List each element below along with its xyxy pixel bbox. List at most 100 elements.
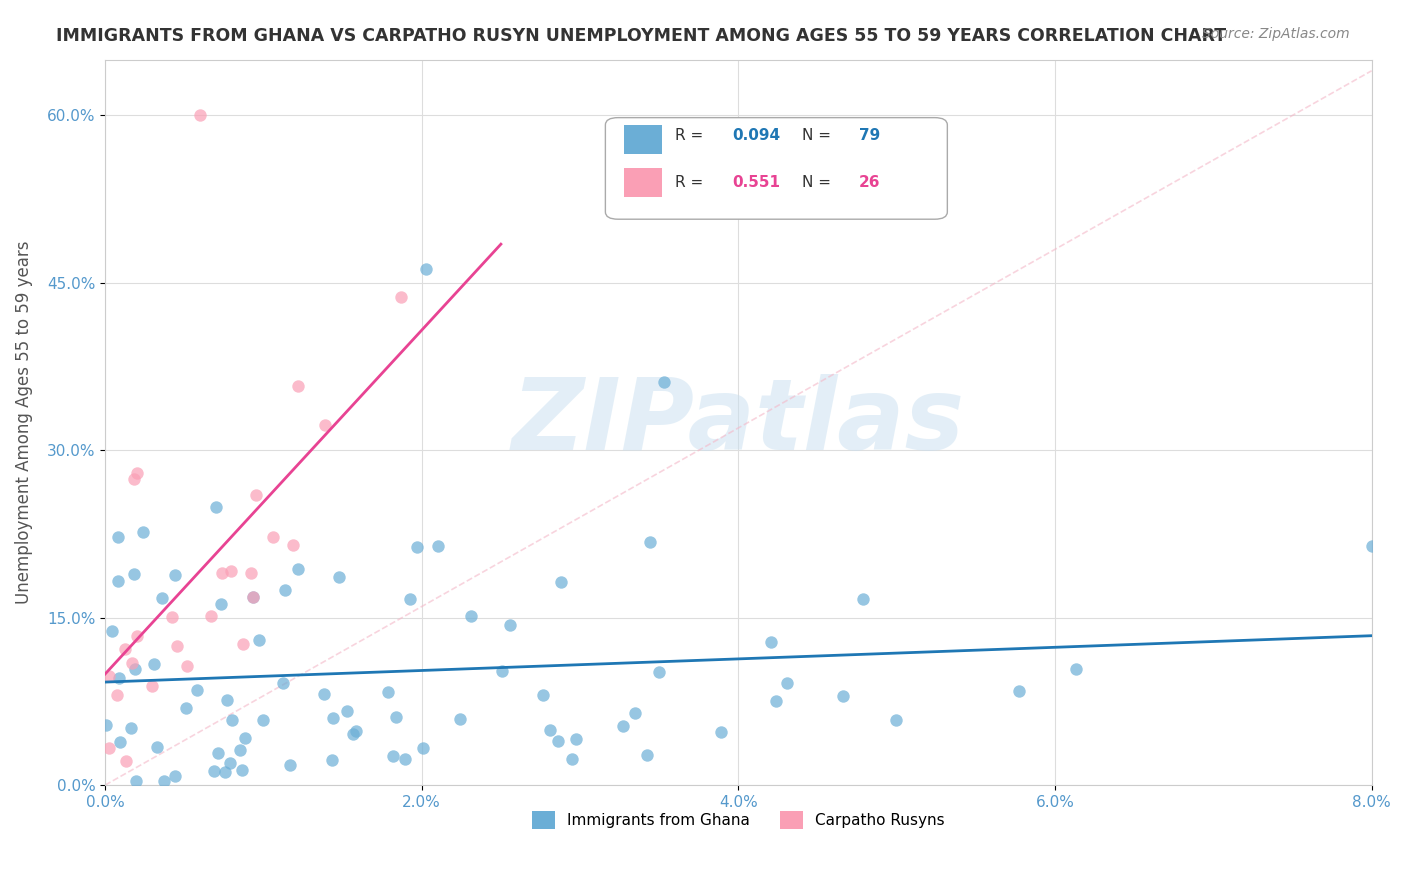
Point — [107, 574, 129, 588]
Point — [202, 764, 225, 778]
Point — [648, 665, 671, 679]
FancyBboxPatch shape — [624, 125, 662, 154]
Point — [97, 669, 120, 683]
Point — [110, 735, 132, 749]
Point — [426, 540, 449, 554]
Point — [271, 675, 294, 690]
Point — [232, 637, 254, 651]
Text: 79: 79 — [859, 128, 880, 144]
Point — [832, 689, 855, 703]
Point — [287, 378, 309, 392]
Point — [105, 688, 128, 702]
Point — [344, 724, 367, 739]
Point — [165, 769, 187, 783]
FancyBboxPatch shape — [624, 169, 662, 197]
Point — [219, 564, 242, 578]
Point — [132, 524, 155, 539]
Point — [100, 624, 122, 638]
Point — [215, 693, 238, 707]
Point — [96, 718, 118, 732]
Text: N =: N = — [801, 128, 835, 144]
Point — [205, 500, 228, 515]
Point — [405, 540, 427, 554]
Point — [385, 710, 408, 724]
Point — [242, 590, 264, 604]
Point — [242, 590, 264, 604]
Point — [97, 741, 120, 756]
Point — [125, 629, 148, 643]
Text: 26: 26 — [859, 176, 880, 190]
Point — [174, 700, 197, 714]
Point — [710, 724, 733, 739]
Point — [108, 672, 131, 686]
Point — [460, 609, 482, 624]
Point — [209, 597, 232, 611]
Point — [499, 618, 522, 632]
Point — [207, 746, 229, 760]
Point — [166, 639, 188, 653]
Point — [200, 608, 222, 623]
Point — [152, 773, 174, 788]
Point — [342, 727, 364, 741]
Point — [115, 754, 138, 768]
Point — [146, 739, 169, 754]
Point — [239, 566, 262, 580]
Point — [287, 561, 309, 575]
Point — [142, 657, 165, 672]
Point — [382, 749, 405, 764]
Point — [538, 723, 561, 737]
Point — [218, 756, 240, 771]
Point — [125, 773, 148, 788]
Point — [211, 566, 233, 580]
Point — [188, 108, 211, 122]
Point — [262, 531, 284, 545]
Text: R =: R = — [675, 128, 709, 144]
Point — [247, 633, 270, 648]
Point — [636, 748, 658, 763]
Point — [120, 721, 142, 735]
Point — [160, 610, 183, 624]
Point — [233, 731, 256, 746]
Point — [561, 752, 583, 766]
Point — [394, 752, 416, 766]
Point — [491, 664, 513, 678]
Point — [1361, 540, 1384, 554]
Point — [124, 566, 146, 581]
Text: IMMIGRANTS FROM GHANA VS CARPATHO RUSYN UNEMPLOYMENT AMONG AGES 55 TO 59 YEARS C: IMMIGRANTS FROM GHANA VS CARPATHO RUSYN … — [56, 27, 1226, 45]
Point — [125, 466, 148, 480]
Point — [412, 740, 434, 755]
Text: ZIPatlas: ZIPatlas — [512, 374, 965, 471]
Point — [314, 417, 336, 432]
FancyBboxPatch shape — [606, 118, 948, 219]
Point — [322, 711, 344, 725]
Point — [550, 574, 572, 589]
Point — [274, 582, 297, 597]
Point — [107, 530, 129, 544]
Point — [612, 719, 634, 733]
Point — [176, 658, 198, 673]
Point — [121, 656, 143, 670]
Point — [547, 734, 569, 748]
Point — [231, 764, 253, 778]
Point — [531, 688, 554, 702]
Point — [252, 713, 274, 727]
Point — [114, 642, 136, 657]
Point — [141, 679, 163, 693]
Point — [186, 682, 208, 697]
Point — [776, 676, 799, 690]
Point — [229, 742, 252, 756]
Point — [328, 570, 350, 584]
Point — [761, 635, 783, 649]
Text: 0.094: 0.094 — [733, 128, 780, 144]
Point — [852, 592, 875, 607]
Point — [221, 713, 243, 727]
Text: N =: N = — [801, 176, 835, 190]
Point — [122, 472, 145, 486]
Point — [1064, 662, 1087, 676]
Point — [377, 684, 399, 698]
Point — [638, 535, 661, 549]
Point — [278, 758, 301, 772]
Point — [321, 753, 343, 767]
Point — [389, 290, 412, 304]
Text: R =: R = — [675, 176, 709, 190]
